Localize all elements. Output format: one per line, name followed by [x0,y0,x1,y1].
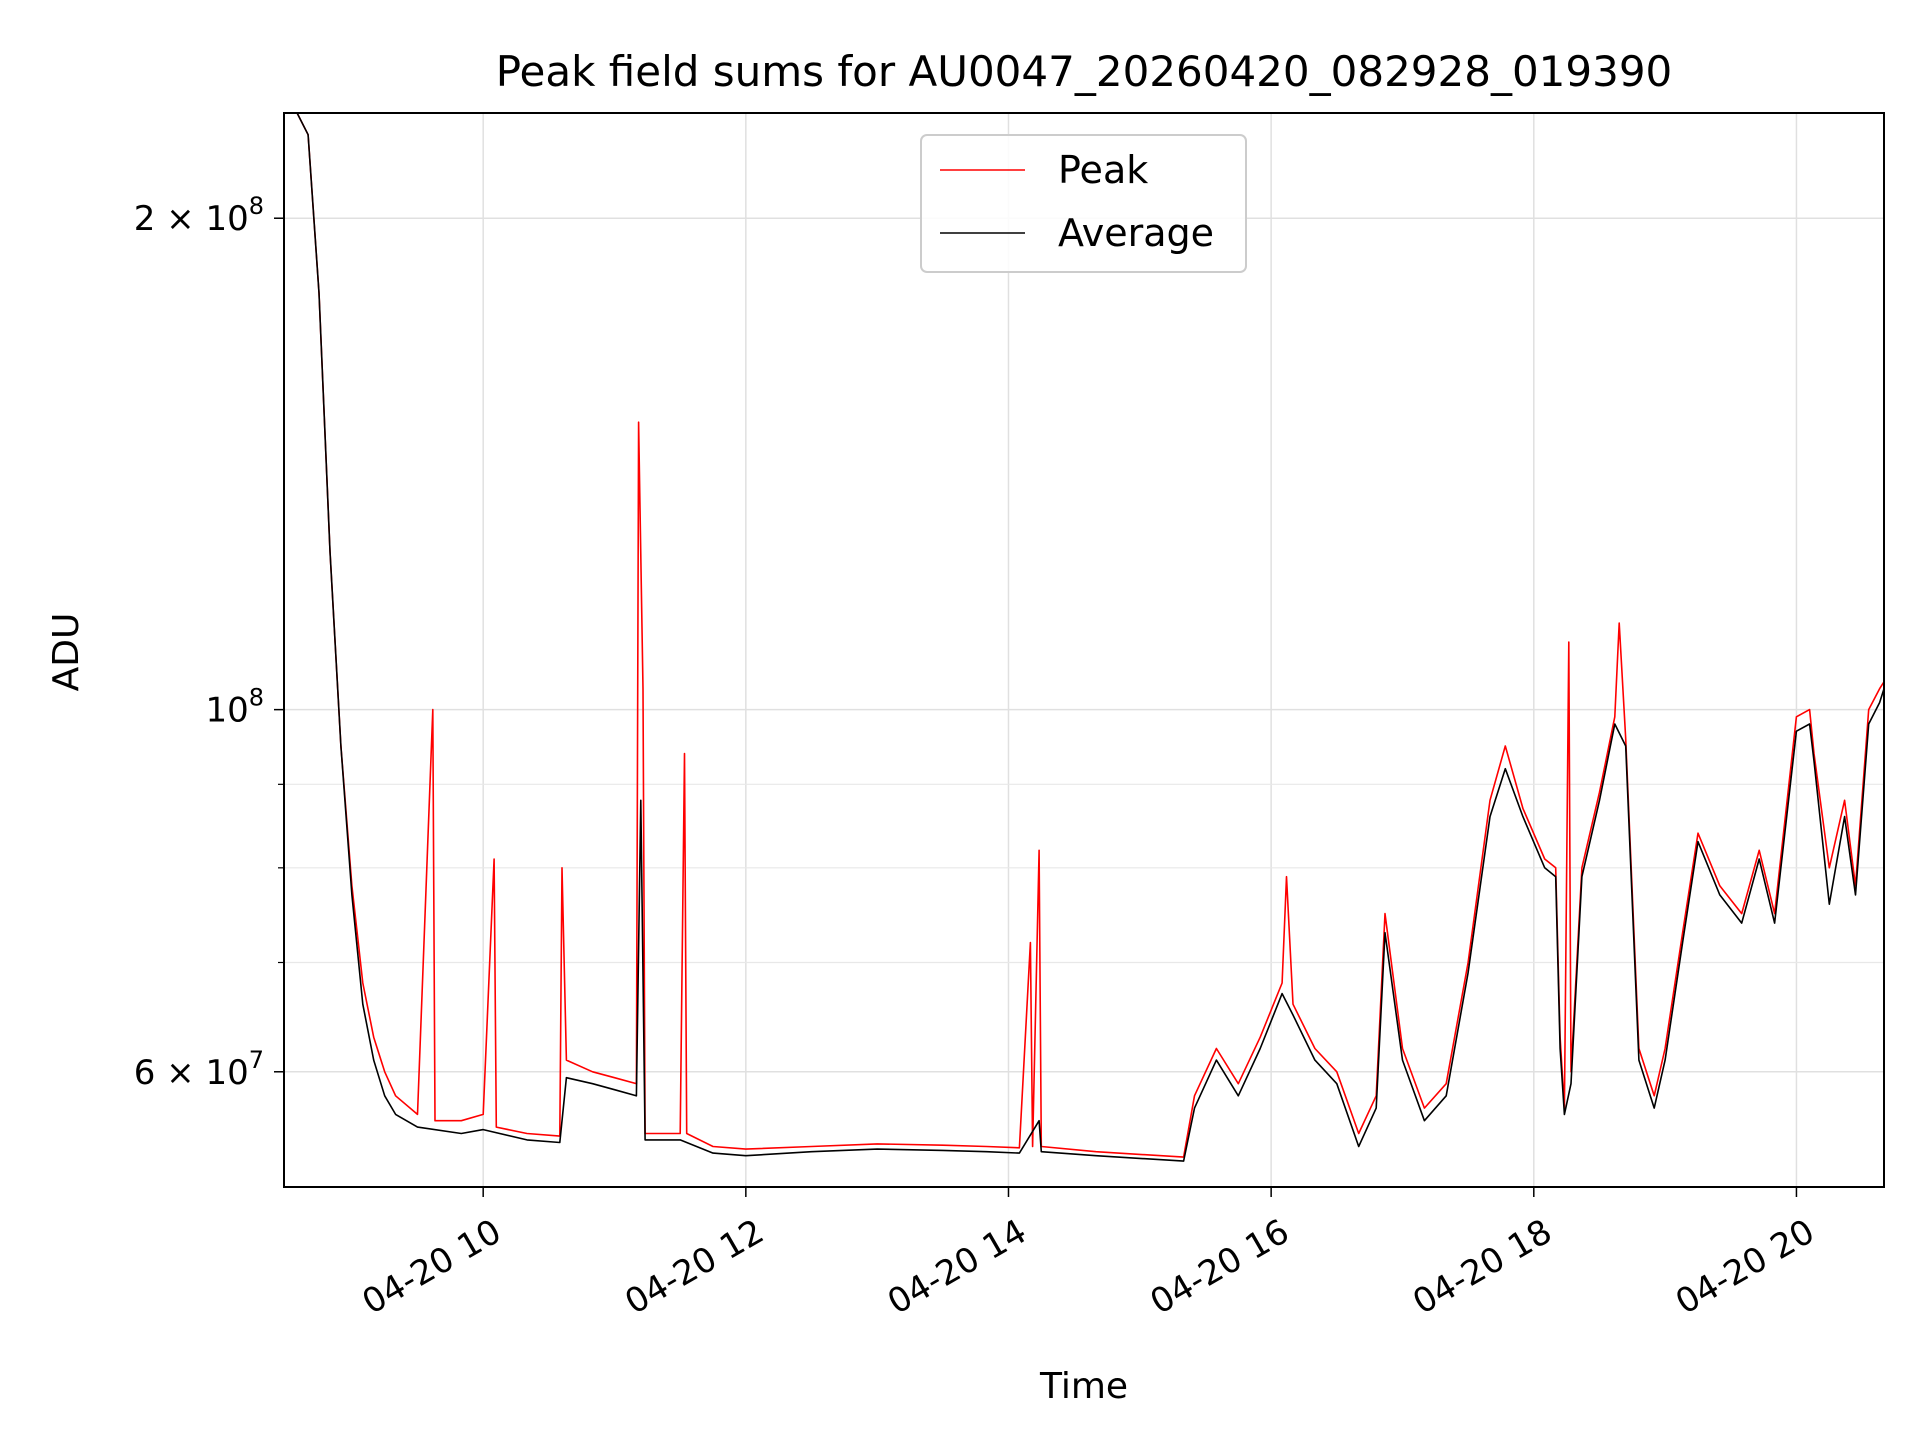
y-axis-label: ADU [46,613,87,692]
series-line-peak [284,113,1884,1158]
legend-label-average: Average [1058,211,1214,255]
series-line-average [284,113,1884,1162]
chart-title: Peak field sums for AU0047_20260420_0829… [496,47,1673,96]
x-axis-label: Time [1039,1366,1128,1407]
plot-area-frame [283,112,1885,1188]
grid [284,113,1884,1187]
legend: Peak Average [920,134,1247,273]
y-tick-label: 108 [205,684,264,731]
y-tick-label: 6 × 107 [134,1046,264,1093]
series-layer [284,113,1884,1162]
y-tick-label: 2 × 108 [134,192,264,239]
legend-label-peak: Peak [1058,148,1148,192]
